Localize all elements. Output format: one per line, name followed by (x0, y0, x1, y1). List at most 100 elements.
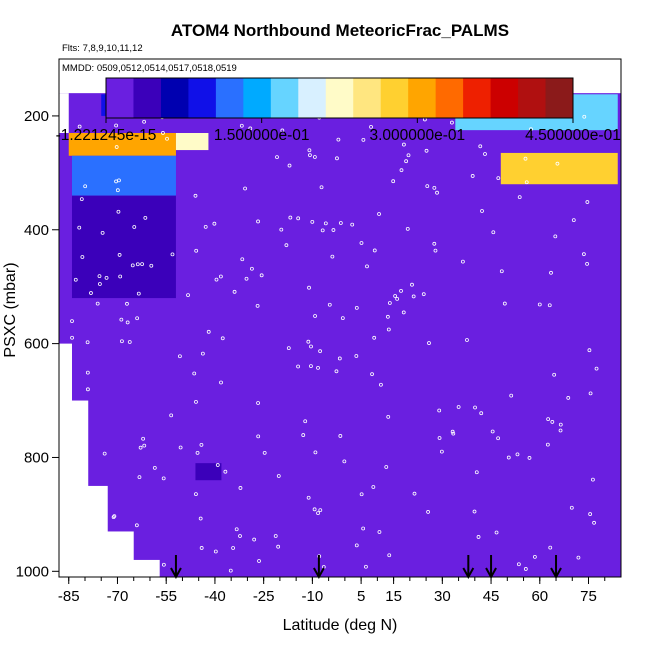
sample-point (437, 408, 442, 413)
sample-point (547, 303, 552, 308)
sample-point (250, 266, 254, 271)
sample-point (284, 243, 289, 248)
sample-point (111, 515, 116, 520)
sample-point (581, 252, 586, 257)
sample-point (244, 276, 249, 281)
sample-point (220, 336, 225, 341)
sample-point (335, 156, 339, 161)
sample-point (558, 428, 563, 433)
sample-point (371, 485, 376, 489)
sample-point (86, 387, 90, 392)
sample-point (273, 534, 278, 538)
sample-point (186, 293, 190, 298)
sample-point (306, 339, 311, 344)
sample-point (169, 413, 174, 418)
sample-point (336, 137, 341, 142)
sample-point (523, 156, 528, 161)
sample-point (309, 344, 313, 349)
sample-point (239, 123, 244, 128)
sample-point (125, 301, 129, 306)
sample-point (516, 562, 521, 567)
sample-point (517, 195, 522, 200)
plot-frame (58, 58, 622, 578)
sample-point (161, 131, 165, 135)
x-axis: -85 -70 -55 -40 -25 -10 5 15 30 45 60 75 (58, 577, 606, 605)
sample-point (80, 255, 85, 259)
profile-marker-arrow (485, 555, 497, 580)
sample-point (125, 320, 130, 325)
sample-point (569, 505, 574, 510)
sample-point (95, 301, 100, 306)
sample-point (359, 492, 364, 497)
sample-point (307, 148, 312, 153)
sample-point (120, 339, 124, 344)
sample-point (116, 209, 121, 214)
sample-point (354, 305, 359, 310)
sample-point (490, 429, 495, 434)
sample-point (73, 277, 78, 282)
sample-point (238, 486, 243, 490)
sample-point (213, 549, 218, 554)
sample-point (435, 190, 439, 195)
sample-point (450, 429, 455, 434)
sample-point (117, 253, 122, 257)
sample-point (240, 257, 245, 262)
sample-point (592, 520, 596, 525)
colorbar-cell (545, 78, 574, 118)
sample-point (276, 474, 281, 478)
sample-point (72, 559, 76, 564)
sample-point (558, 422, 563, 427)
sample-point (114, 145, 119, 149)
sample-point (470, 174, 475, 178)
sample-point (77, 225, 82, 230)
sample-point (140, 262, 144, 266)
sample-point (340, 316, 345, 321)
sample-point (342, 459, 347, 464)
sample-point (219, 380, 223, 385)
y-axis: 200 400 600 800 1000 (16, 108, 59, 580)
sample-points (70, 114, 599, 573)
sample-point (372, 335, 377, 340)
sample-point (130, 263, 135, 268)
colorbar-cell (106, 78, 134, 118)
heatmap-region (71, 195, 176, 299)
colorbar-cell (298, 78, 327, 118)
sample-point (115, 188, 120, 193)
sample-point (200, 351, 205, 356)
sample-point (252, 537, 257, 542)
y-tick-label: 600 (24, 336, 49, 353)
colorbar-tick-label: -1.221245e-15 (56, 127, 157, 144)
sample-point (548, 545, 553, 550)
sample-point (320, 228, 325, 233)
sample-point (549, 270, 553, 275)
sample-point (296, 216, 301, 221)
x-tick-label: -85 (58, 588, 80, 605)
sample-point (387, 553, 392, 558)
sample-point (537, 302, 542, 307)
sample-point (496, 436, 501, 441)
sample-point (387, 301, 392, 305)
sample-point (393, 294, 398, 298)
sample-point (142, 443, 147, 448)
sample-point (384, 465, 389, 469)
sample-point (119, 317, 124, 322)
sample-point (206, 329, 211, 334)
sample-point (170, 252, 175, 257)
sample-point (402, 142, 406, 147)
sample-point (279, 227, 284, 232)
sample-point (483, 152, 487, 156)
chart-title: ATOM4 Northbound MeteoricFrac_PALMS (171, 21, 509, 40)
no-data-block (59, 559, 160, 577)
sample-point (141, 436, 146, 441)
sample-point (218, 274, 223, 279)
colorbar-tick-label: 1.500000e-01 (214, 127, 310, 144)
sample-point (451, 431, 456, 436)
sample-point (594, 366, 599, 371)
sample-point (432, 185, 437, 190)
sample-point (331, 228, 336, 232)
sample-point (566, 396, 571, 400)
sample-point (499, 269, 504, 274)
sample-point (257, 559, 261, 563)
sample-point (491, 230, 496, 235)
sample-point (399, 289, 403, 293)
